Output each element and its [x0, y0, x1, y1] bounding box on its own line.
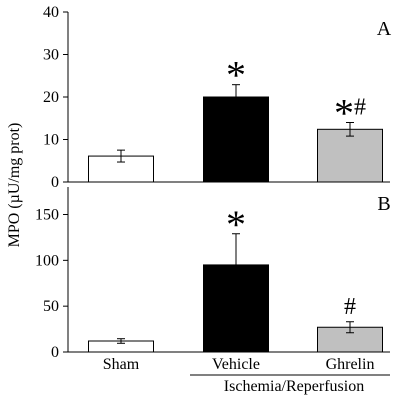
y-tick-label: 20 [43, 89, 59, 106]
x-axis-labels: Sham Vehicle Ghrelin [103, 356, 375, 373]
significance-marker: * [226, 53, 246, 98]
x-tick-label-sham: Sham [103, 356, 140, 373]
significance-marker: * [226, 202, 246, 247]
y-axis-title: MPO (µU/mg prot) [6, 123, 23, 248]
bar-vehicle [203, 96, 269, 183]
x-tick-label-vehicle: Vehicle [212, 356, 260, 373]
significance-hash: # [344, 294, 356, 320]
y-tick-label: 0 [51, 344, 59, 361]
y-tick-label: 0 [51, 174, 59, 191]
significance-asterisk: * [226, 202, 246, 247]
panel-letter: B [377, 193, 390, 215]
chart-panel-b: 0 50 100 150 B * # [35, 187, 391, 361]
y-tick-label: 100 [35, 252, 59, 269]
significance-marker: *# [334, 91, 366, 136]
y-tick-label: 150 [35, 207, 59, 224]
y-tick-label: 50 [43, 298, 59, 315]
y-tick-label: 10 [43, 132, 59, 149]
x-tick-label-ghrelin: Ghrelin [326, 356, 375, 373]
significance-hash: # [354, 95, 366, 121]
significance-marker: # [344, 294, 356, 320]
bar-ghrelin [317, 128, 383, 183]
group-label: Ischemia/Reperfusion [224, 378, 364, 395]
significance-asterisk: * [334, 91, 354, 136]
y-tick-label: 40 [43, 4, 59, 21]
y-tick-label: 30 [43, 47, 59, 64]
significance-asterisk: * [226, 53, 246, 98]
panel-letter: A [377, 18, 392, 40]
